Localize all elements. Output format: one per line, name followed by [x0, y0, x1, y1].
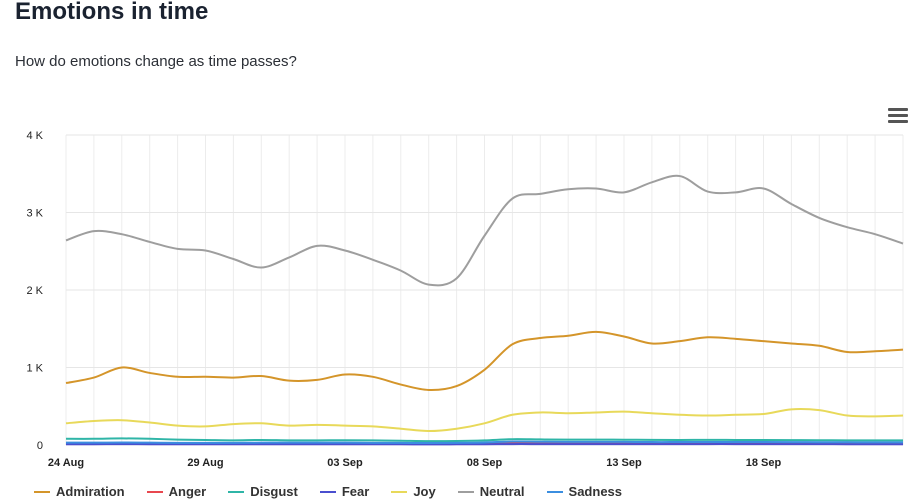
hamburger-menu-icon[interactable]	[886, 105, 910, 127]
legend-item-joy[interactable]: Joy	[391, 484, 436, 499]
menu-bar	[888, 108, 908, 111]
x-tick-label: 03 Sep	[327, 457, 363, 469]
menu-bar	[888, 114, 908, 117]
x-tick-label: 13 Sep	[606, 457, 642, 469]
y-tick-label: 0	[37, 440, 43, 452]
legend-label: Joy	[413, 484, 436, 499]
legend-item-sadness[interactable]: Sadness	[546, 484, 623, 499]
legend-swatch	[546, 490, 563, 493]
legend-label: Admiration	[56, 484, 125, 499]
page-title: Emotions in time	[15, 0, 209, 25]
menu-bar	[888, 120, 908, 123]
legend-label: Neutral	[479, 484, 525, 499]
legend-swatch	[34, 490, 50, 493]
series-line-neutral	[65, 174, 904, 287]
legend-item-admiration[interactable]: Admiration	[34, 484, 125, 499]
legend-swatch	[391, 490, 408, 493]
x-tick-label: 08 Sep	[467, 457, 503, 469]
chart-legend: Admiration Anger Disgust Fear Joy Neutral Sadn…	[34, 484, 644, 499]
legend-item-fear[interactable]: Fear	[319, 484, 370, 499]
series-line-disgust	[65, 437, 903, 443]
legend-swatch	[146, 490, 163, 493]
legend-item-neutral[interactable]: Neutral	[457, 484, 525, 499]
series-line-admiration	[65, 330, 904, 392]
legend-label: Disgust	[250, 484, 298, 499]
legend-item-anger[interactable]: Anger	[146, 484, 207, 499]
y-tick-label: 1 K	[26, 363, 43, 375]
series-line-joy	[65, 408, 904, 433]
y-tick-label: 4 K	[26, 130, 43, 142]
legend-swatch	[228, 490, 245, 493]
x-tick-label: 29 Aug	[187, 457, 223, 469]
page-subtitle: How do emotions change as time passes?	[15, 53, 297, 70]
x-tick-label: 18 Sep	[746, 457, 782, 469]
x-tick-label: 24 Aug	[48, 457, 84, 469]
legend-swatch	[319, 490, 336, 493]
legend-item-disgust[interactable]: Disgust	[228, 484, 298, 499]
y-tick-label: 3 K	[26, 208, 43, 220]
series-line-sadness	[65, 440, 904, 444]
legend-label: Sadness	[568, 484, 623, 499]
legend-label: Anger	[168, 484, 207, 499]
legend-label: Fear	[341, 484, 370, 499]
legend-swatch	[457, 490, 474, 493]
y-tick-label: 2 K	[26, 285, 43, 297]
